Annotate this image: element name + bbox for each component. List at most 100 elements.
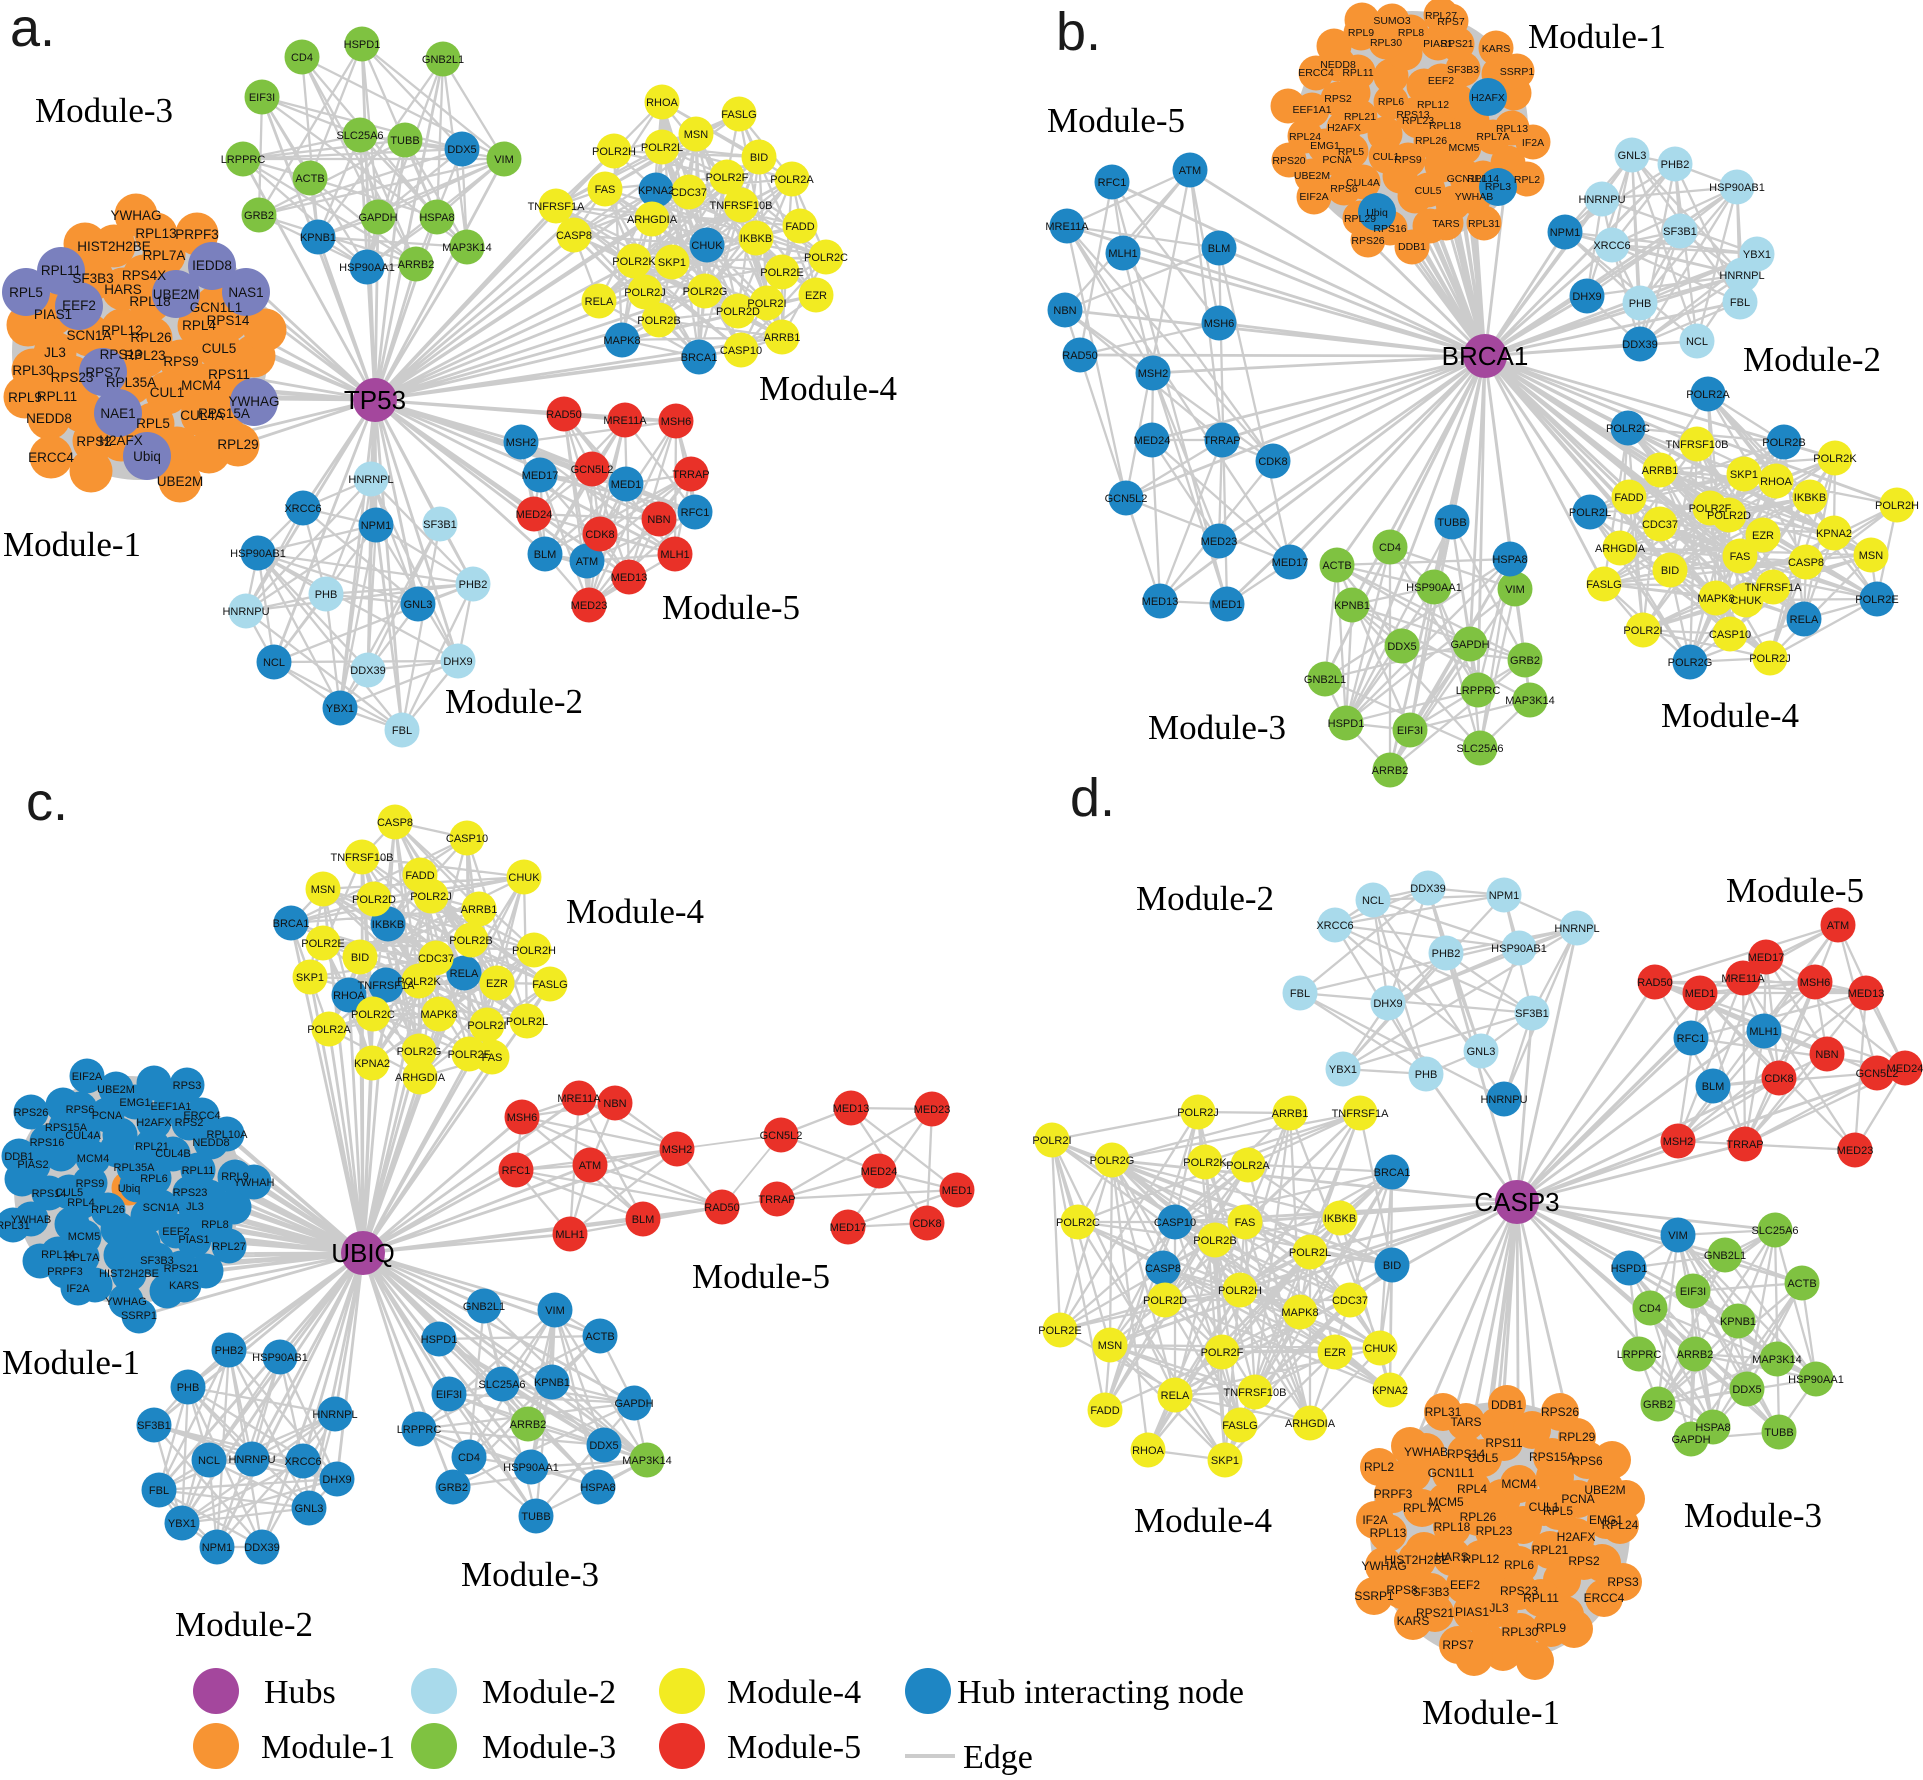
svg-text:ACTB: ACTB xyxy=(1322,560,1351,572)
svg-text:POLR2J: POLR2J xyxy=(1749,653,1791,665)
svg-text:EMG1: EMG1 xyxy=(119,1097,150,1109)
svg-text:NEDD8: NEDD8 xyxy=(192,1137,229,1149)
svg-text:NBN: NBN xyxy=(647,514,670,526)
svg-text:BLM: BLM xyxy=(1208,243,1231,255)
svg-text:UBE2M: UBE2M xyxy=(157,474,204,489)
svg-text:RPL7A: RPL7A xyxy=(1403,1501,1441,1515)
svg-text:PIAS1: PIAS1 xyxy=(34,307,72,322)
svg-text:XRCC6: XRCC6 xyxy=(1316,920,1353,932)
svg-text:EEF2: EEF2 xyxy=(62,298,96,313)
svg-text:RPL14: RPL14 xyxy=(41,1249,75,1261)
svg-text:CUL5: CUL5 xyxy=(1415,185,1442,197)
svg-text:GNL3: GNL3 xyxy=(1467,1046,1496,1058)
svg-text:BID: BID xyxy=(1661,565,1679,577)
svg-text:POLR2G: POLR2G xyxy=(1668,657,1713,669)
svg-text:GNL3: GNL3 xyxy=(404,599,433,611)
svg-text:CASP8: CASP8 xyxy=(1145,1263,1181,1275)
svg-text:RPS6: RPS6 xyxy=(1571,1454,1603,1468)
svg-text:POLR2A: POLR2A xyxy=(770,174,814,186)
svg-text:EIF3I: EIF3I xyxy=(249,92,275,104)
svg-text:FASLG: FASLG xyxy=(1586,579,1621,591)
svg-text:POLR2F: POLR2F xyxy=(1201,1347,1244,1359)
svg-text:CUL1: CUL1 xyxy=(1529,1500,1560,1514)
svg-text:POLR2K: POLR2K xyxy=(612,256,656,268)
svg-text:POLR2J: POLR2J xyxy=(624,287,666,299)
svg-text:GCN1L1: GCN1L1 xyxy=(1447,173,1488,185)
svg-text:EZR: EZR xyxy=(486,978,508,990)
svg-text:RPL13: RPL13 xyxy=(1496,123,1528,135)
svg-text:b.: b. xyxy=(1056,2,1101,62)
svg-text:ARRB1: ARRB1 xyxy=(764,332,801,344)
svg-text:RPS21: RPS21 xyxy=(1440,38,1473,50)
svg-text:EMG1: EMG1 xyxy=(1589,1513,1623,1527)
svg-text:POLR2C: POLR2C xyxy=(1056,1217,1100,1229)
svg-text:IKBKB: IKBKB xyxy=(740,233,772,245)
svg-text:FBL: FBL xyxy=(1290,988,1310,1000)
svg-text:Hubs: Hubs xyxy=(264,1674,336,1711)
svg-text:NBN: NBN xyxy=(603,1098,626,1110)
svg-text:FASLG: FASLG xyxy=(532,979,567,991)
svg-text:MSN: MSN xyxy=(684,129,709,141)
svg-text:UBE2M: UBE2M xyxy=(1584,1483,1625,1497)
svg-text:MAP3K14: MAP3K14 xyxy=(442,242,492,254)
svg-text:RELA: RELA xyxy=(1161,1390,1190,1402)
svg-text:DDX5: DDX5 xyxy=(1387,641,1416,653)
svg-text:PIAS1: PIAS1 xyxy=(1455,1605,1489,1619)
svg-text:RPL23: RPL23 xyxy=(124,348,165,363)
svg-text:VIM: VIM xyxy=(1505,584,1525,596)
svg-text:RPL24: RPL24 xyxy=(1602,1518,1639,1532)
svg-text:RPL12: RPL12 xyxy=(1417,99,1449,111)
svg-text:IKBKB: IKBKB xyxy=(372,919,404,931)
svg-text:IF2A: IF2A xyxy=(1362,1513,1387,1527)
svg-text:NBN: NBN xyxy=(1815,1049,1838,1061)
svg-text:FAS: FAS xyxy=(482,1052,503,1064)
svg-text:RPL14: RPL14 xyxy=(1467,173,1499,185)
svg-text:YWHAB: YWHAB xyxy=(1404,1445,1448,1459)
svg-text:GNB2L1: GNB2L1 xyxy=(1704,1250,1746,1262)
svg-text:BRCA1: BRCA1 xyxy=(1442,341,1529,371)
svg-text:RPS7: RPS7 xyxy=(85,365,120,380)
svg-text:RPL11: RPL11 xyxy=(1342,67,1373,79)
svg-text:SLC25A6: SLC25A6 xyxy=(1456,743,1503,755)
svg-text:a.: a. xyxy=(10,0,55,58)
svg-text:RPS4X: RPS4X xyxy=(122,268,166,283)
svg-text:KPNB1: KPNB1 xyxy=(1720,1316,1756,1328)
svg-text:CHUK: CHUK xyxy=(691,240,723,252)
svg-text:ARRB1: ARRB1 xyxy=(461,904,498,916)
svg-text:YWHAB: YWHAB xyxy=(1455,191,1494,203)
svg-text:RPL35A: RPL35A xyxy=(114,1162,156,1174)
svg-text:SCN1A: SCN1A xyxy=(143,1202,180,1214)
svg-text:EEF1A1: EEF1A1 xyxy=(1292,104,1331,116)
svg-text:Module-5: Module-5 xyxy=(662,588,800,627)
svg-text:DDX5: DDX5 xyxy=(1732,1384,1761,1396)
svg-text:CHUK: CHUK xyxy=(1364,1343,1396,1355)
svg-text:POLR2C: POLR2C xyxy=(804,252,848,264)
svg-text:CDC37: CDC37 xyxy=(1332,1295,1368,1307)
svg-text:GCN5L2: GCN5L2 xyxy=(760,1130,803,1142)
svg-text:RPL9: RPL9 xyxy=(221,1171,249,1183)
svg-text:RPL2: RPL2 xyxy=(1514,174,1540,186)
svg-text:CHUK: CHUK xyxy=(508,872,540,884)
svg-text:EIF3I: EIF3I xyxy=(1397,725,1423,737)
svg-text:PRPF3: PRPF3 xyxy=(175,227,219,242)
svg-text:HNRNPU: HNRNPU xyxy=(228,1454,275,1466)
svg-text:TARS: TARS xyxy=(1450,1415,1481,1429)
svg-text:RPL7A: RPL7A xyxy=(65,1252,101,1264)
svg-text:RFC1: RFC1 xyxy=(502,1165,531,1177)
svg-text:MRE11A: MRE11A xyxy=(557,1093,601,1105)
svg-text:JL3: JL3 xyxy=(44,345,66,360)
svg-text:MSH2: MSH2 xyxy=(506,437,537,449)
svg-text:PCNA: PCNA xyxy=(1322,154,1351,166)
svg-text:DDX39: DDX39 xyxy=(1622,339,1657,351)
svg-text:RPS21: RPS21 xyxy=(164,1263,199,1275)
svg-text:RPL11: RPL11 xyxy=(182,1165,215,1177)
svg-text:TRRAP: TRRAP xyxy=(758,1194,795,1206)
svg-text:SSRP1: SSRP1 xyxy=(121,1310,157,1322)
svg-text:RPL10A: RPL10A xyxy=(207,1129,249,1141)
svg-text:VIM: VIM xyxy=(494,154,514,166)
svg-text:CUL4A: CUL4A xyxy=(65,1130,101,1142)
svg-text:NPM1: NPM1 xyxy=(361,520,392,532)
svg-text:RPL23: RPL23 xyxy=(1402,115,1434,127)
svg-text:RHOA: RHOA xyxy=(1760,476,1792,488)
svg-text:RPL35A: RPL35A xyxy=(106,375,156,390)
